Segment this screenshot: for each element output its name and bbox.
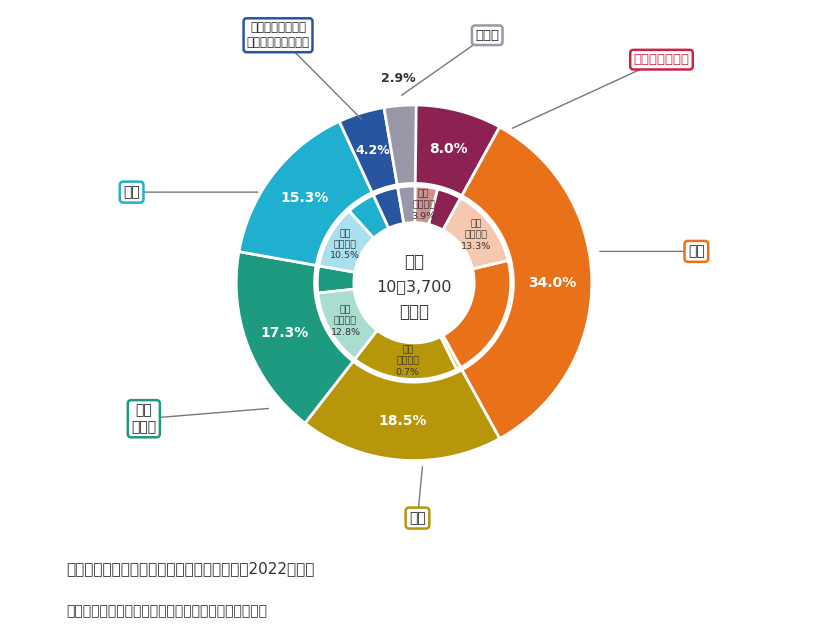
Text: 2.9%: 2.9% <box>380 72 415 84</box>
Polygon shape <box>318 211 373 272</box>
Polygon shape <box>442 260 510 367</box>
Polygon shape <box>349 195 388 238</box>
Text: うち
電力由来
12.8%: うち 電力由来 12.8% <box>330 306 360 336</box>
Polygon shape <box>339 108 397 193</box>
Polygon shape <box>239 122 372 265</box>
Text: 家庭: 家庭 <box>123 185 140 199</box>
Polygon shape <box>414 105 499 196</box>
Text: 4.2%: 4.2% <box>355 144 390 157</box>
Text: うち
電力由来
0.7%: うち 電力由来 0.7% <box>395 345 419 377</box>
Polygon shape <box>317 266 354 293</box>
Text: 運輸: 運輸 <box>409 511 425 525</box>
Text: 合計: 合計 <box>404 253 423 271</box>
Circle shape <box>353 222 474 343</box>
Polygon shape <box>318 289 376 359</box>
Text: 17.3%: 17.3% <box>261 326 308 340</box>
Polygon shape <box>304 361 499 461</box>
Polygon shape <box>397 186 414 224</box>
Text: 18.5%: 18.5% <box>379 414 427 428</box>
Polygon shape <box>236 251 352 423</box>
Text: 10億3,700: 10億3,700 <box>375 278 452 294</box>
Text: 8.0%: 8.0% <box>428 142 467 156</box>
Text: 万トン: 万トン <box>399 304 428 321</box>
Polygon shape <box>440 335 460 370</box>
Polygon shape <box>414 186 437 224</box>
Text: 産業: 産業 <box>687 244 704 258</box>
Polygon shape <box>428 189 460 230</box>
Text: 34.0%: 34.0% <box>528 276 576 290</box>
Text: うち
電力由来
3.9%: うち 電力由来 3.9% <box>411 190 435 220</box>
Polygon shape <box>354 330 457 379</box>
Text: 図３　我が国の部門別の二酸化炭素排出量（2022年度）: 図３ 我が国の部門別の二酸化炭素排出量（2022年度） <box>66 561 314 576</box>
Text: 廃棄物: 廃棄物 <box>475 29 499 42</box>
Text: 15.3%: 15.3% <box>280 191 328 205</box>
Polygon shape <box>442 198 508 269</box>
Text: 工業プロセス及び
製品の使用・その他: 工業プロセス及び 製品の使用・その他 <box>246 21 309 49</box>
Polygon shape <box>384 105 416 185</box>
Text: 業務
その他: 業務 その他 <box>131 404 156 434</box>
Polygon shape <box>373 187 404 228</box>
Text: うち
電力由来
10.5%: うち 電力由来 10.5% <box>330 229 360 260</box>
Text: うち
電力由来
13.3%: うち 電力由来 13.3% <box>461 220 491 251</box>
Polygon shape <box>461 127 591 438</box>
Text: ＜出典＞温室効果ガスインベントリを基に作成: ＜出典＞温室効果ガスインベントリを基に作成 <box>66 604 267 618</box>
Text: エネルギー転換: エネルギー転換 <box>633 53 689 66</box>
